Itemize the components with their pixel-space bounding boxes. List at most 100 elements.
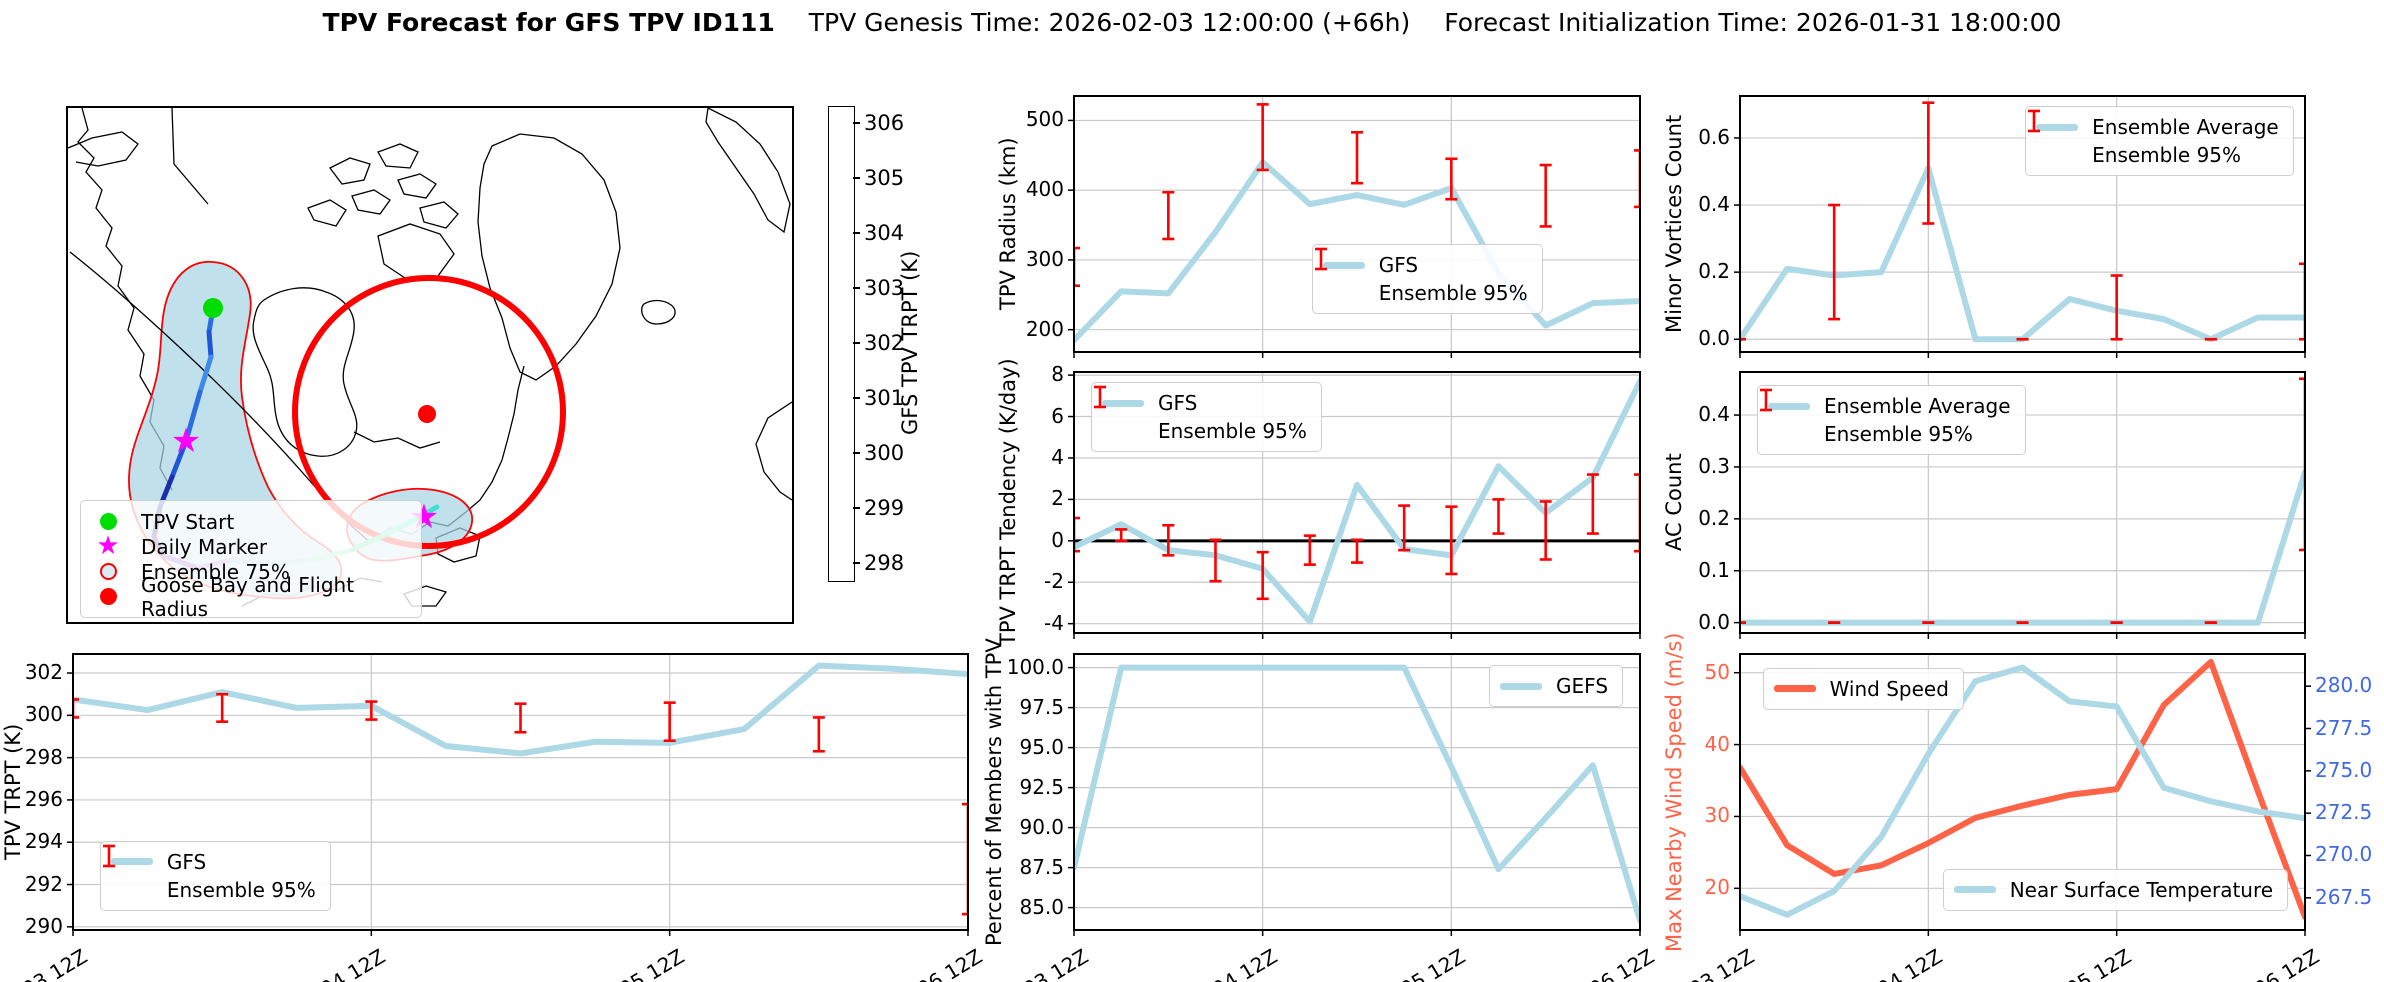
minor-ylabel: Minor Vortices Count (1662, 114, 1686, 334)
wind-right-ytick: 275.0 (2315, 757, 2373, 782)
chart-percent-members: GEFS (1068, 653, 1641, 936)
title-init-time: Forecast Initialization Time: 2026-01-31… (1444, 8, 2062, 37)
wind-right-ytick: 277.5 (2315, 715, 2373, 740)
tpv-start-marker (203, 298, 223, 318)
ac-ytick: 0.0 (1698, 609, 1730, 634)
title-main: TPV Forecast for GFS TPV ID111 (322, 8, 775, 37)
legend-item: GFS (110, 848, 316, 876)
wind-xtick: 02-06 12Z (2222, 944, 2324, 982)
legend-item: Ensemble 95% (102, 844, 316, 904)
line-swatch-icon (1500, 682, 1543, 690)
legend-item: Near Surface Temperature (1953, 876, 2274, 904)
minor-ytick: 0.6 (1698, 124, 1730, 149)
colorbar-tickmark (853, 231, 860, 234)
wind-right-ytick: 270.0 (2315, 842, 2373, 867)
line-swatch-icon (1101, 399, 1144, 407)
chart-trpt-tendency: GFS Ensemble 95% (1068, 371, 1641, 639)
colorbar-tick: 302 (864, 331, 905, 355)
legend-label: GFS (166, 849, 207, 874)
figure-title: TPV Forecast for GFS TPV ID111 TPV Genes… (0, 8, 2384, 37)
colorbar-tick: 300 (864, 441, 905, 466)
legend-label: Ensemble Average (1823, 394, 2011, 419)
trpt-xtick: 02-05 12Z (586, 944, 689, 982)
percent-ytick: 90.0 (1019, 814, 1064, 839)
tendency-ytick: -2 (1044, 569, 1064, 594)
legend-label: Ensemble 95% (1378, 281, 1528, 306)
ac-legend: Ensemble Average Ensemble 95% (1756, 385, 2026, 456)
wind-right-ytick: 272.5 (2315, 800, 2373, 825)
chart-tpv-radius: GFS Ensemble 95% (1068, 95, 1641, 358)
colorbar-tick: 304 (864, 220, 905, 245)
wind-right-ytick: 280.0 (2315, 673, 2373, 698)
trpt-ytick: 292 (24, 871, 63, 896)
wind-ytick: 30 (1704, 803, 1730, 828)
trpt-xtick: 02-03 12Z (0, 944, 92, 982)
legend-label: Goose Bay and Flight Radius (141, 572, 355, 621)
percent-legend: GEFS (1489, 665, 1624, 708)
trpt-xtick: 02-06 12Z (885, 944, 987, 982)
radius-ytick: 300 (1025, 246, 1064, 271)
percent-ytick: 95.0 (1019, 734, 1064, 759)
wind-xtick: 02-05 12Z (2033, 944, 2136, 982)
percent-ylabel: Percent of Members with TPV (982, 638, 1006, 946)
ac-ytick: 0.4 (1698, 402, 1730, 427)
legend-label: Ensemble 95% (1157, 419, 1307, 444)
legend-item: GFS (1101, 389, 1307, 417)
legend-item: Ensemble 95% (1314, 248, 1528, 307)
radius-ytick: 200 (1025, 316, 1064, 341)
chart-ac-count: Ensemble Average Ensemble 95% (1734, 371, 2306, 639)
flight-radius-circle (292, 275, 566, 549)
legend-item: Wind Speed (1773, 675, 1949, 703)
line-swatch-icon (1767, 402, 1810, 410)
line-swatch-icon (1953, 886, 1996, 894)
legend-label: Ensemble 95% (2092, 143, 2242, 168)
minor-ytick: 0.2 (1698, 259, 1730, 284)
legend-label: Ensemble Average (2092, 115, 2279, 140)
trpt-ytick: 298 (24, 744, 63, 769)
trpt-ytick: 302 (24, 660, 63, 685)
colorbar-tick: 298 (864, 551, 905, 576)
ac-ytick: 0.2 (1698, 505, 1730, 530)
percent-ytick: 85.0 (1019, 894, 1064, 919)
wind-ytick: 20 (1704, 875, 1730, 900)
trpt-legend: GFS Ensemble 95% (99, 840, 331, 911)
trpt-ytick: 296 (24, 786, 63, 811)
legend-label: GFS (1157, 391, 1198, 416)
tendency-ytick: 6 (1051, 403, 1064, 428)
minor-ytick: 0.4 (1698, 192, 1730, 217)
legend-label: Near Surface Temperature (2009, 877, 2274, 902)
legend-label: GEFS (1556, 674, 1609, 699)
wind-right-ytick: 267.5 (2315, 884, 2373, 909)
green-dot-icon (91, 513, 125, 530)
percent-ytick: 100.0 (1006, 654, 1064, 679)
trpt-colorbar (828, 106, 855, 582)
magenta-star-icon: ★ (96, 531, 120, 561)
ac-ytick: 0.3 (1698, 453, 1730, 478)
trpt-ytick: 300 (24, 702, 63, 727)
colorbar-tickmark (853, 562, 860, 565)
colorbar-tick: 306 (864, 110, 905, 135)
percent-xtick: 02-05 12Z (1368, 944, 1470, 982)
red-dot-icon (91, 588, 125, 605)
colorbar-tick: 299 (864, 496, 905, 521)
title-genesis-time: TPV Genesis Time: 2026-02-03 12:00:00 (+… (808, 8, 1411, 37)
percent-ytick: 97.5 (1019, 694, 1064, 719)
radius-ytick: 400 (1025, 177, 1064, 202)
line-swatch-icon (110, 858, 153, 866)
colorbar-tickmark (853, 121, 860, 124)
legend-item: Ensemble Average (1767, 392, 2011, 420)
legend-item: Ensemble Average (2036, 113, 2279, 141)
legend-item: Ensemble 95% (1759, 388, 2011, 448)
wind-ytick: 50 (1704, 659, 1730, 684)
trpt-ytick: 290 (24, 913, 63, 938)
percent-ytick: 92.5 (1019, 774, 1064, 799)
daily-marker-star-1: ★ (171, 421, 201, 461)
line-swatch-icon (1322, 261, 1365, 269)
tendency-ytick: 2 (1051, 486, 1064, 511)
tendency-legend: GFS Ensemble 95% (1090, 382, 1322, 453)
chart-tpv-trpt: GFS Ensemble 95% (67, 653, 969, 936)
map-legend: TPV Start ★ Daily Marker Ensemble 75% Go… (80, 500, 422, 621)
colorbar-tick: 303 (864, 275, 905, 300)
chart-wind-temp: Wind Speed Near Surface Temperature (1734, 653, 2311, 936)
radius-legend: GFS Ensemble 95% (1311, 244, 1543, 315)
